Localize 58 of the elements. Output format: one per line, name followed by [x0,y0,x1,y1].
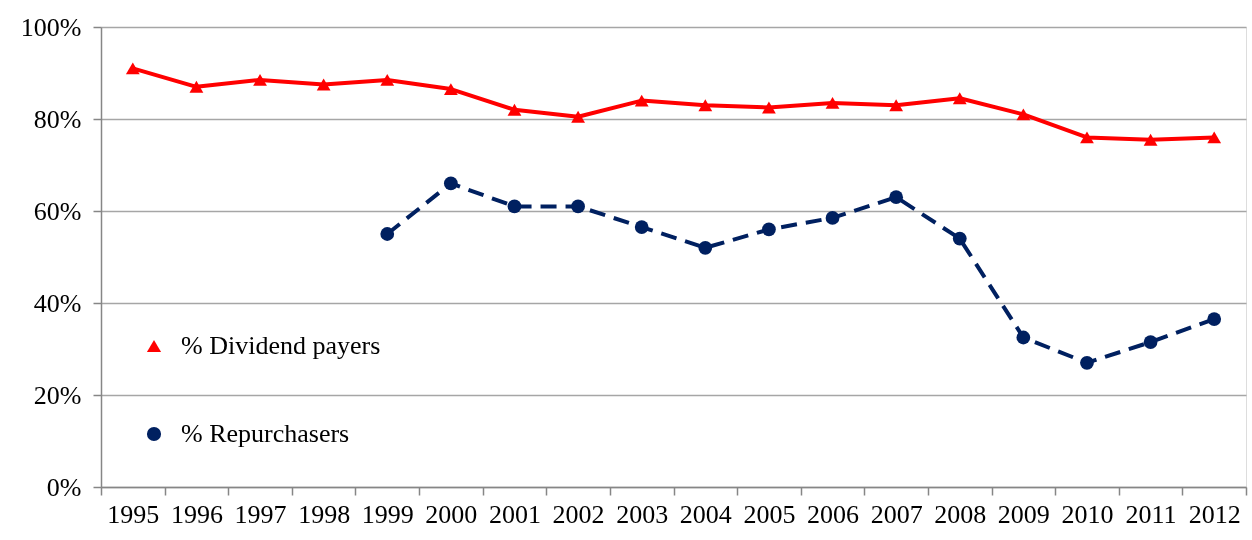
y-tick-label: 80% [33,104,82,134]
x-tick-label: 2005 [743,499,796,529]
x-tick-label: 2004 [679,499,732,529]
y-tick-label: 0% [46,472,82,502]
point [1016,108,1031,121]
point [1143,133,1158,146]
point [634,220,649,234]
legend-label: % Repurchasers [181,419,350,448]
point [443,176,458,191]
point [825,96,840,109]
point [634,94,649,107]
x-tick-label: 2006 [807,499,860,529]
y-tick-label: 60% [33,196,82,226]
x-tick-label: 2007 [870,499,923,529]
point [380,227,395,241]
point [1143,335,1158,349]
point [1016,330,1031,345]
point [825,211,840,225]
x-tick-label: 2008 [934,499,987,529]
point [571,199,585,214]
x-tick-label: 2011 [1125,499,1177,529]
point [1080,131,1094,144]
point [571,110,585,123]
y-tick-label: 100% [20,12,82,42]
point [316,78,331,91]
x-tick-label: 2012 [1188,499,1241,529]
point [698,99,713,112]
x-tick-label: 1999 [361,499,414,529]
point [1080,355,1094,370]
point [889,190,904,205]
point [698,240,713,255]
x-tick-label: 1998 [298,499,351,529]
point [189,80,204,93]
point [952,231,967,246]
legend-label: % Dividend payers [181,331,381,360]
point [507,103,522,116]
x-tick-label: 1997 [234,499,287,529]
point [889,99,904,112]
x-tick-label: 1995 [107,499,160,529]
point [253,73,267,86]
point [443,83,458,96]
point [1207,131,1222,144]
x-tick-label: 2002 [552,499,605,529]
point [125,62,140,75]
y-tick-label: 20% [33,380,82,410]
x-tick-label: 2003 [616,499,669,529]
point [762,101,776,114]
x-tick-label: 2001 [488,499,541,529]
point [1207,312,1222,326]
point [952,92,967,105]
x-tick-label: 2009 [997,499,1050,529]
point [507,199,522,214]
x-tick-label: 2010 [1061,499,1114,529]
x-tick-label: 1996 [170,499,223,529]
point [380,73,395,86]
y-tick-label: 40% [33,288,82,318]
x-tick-label: 2000 [425,499,478,529]
point [762,222,776,237]
